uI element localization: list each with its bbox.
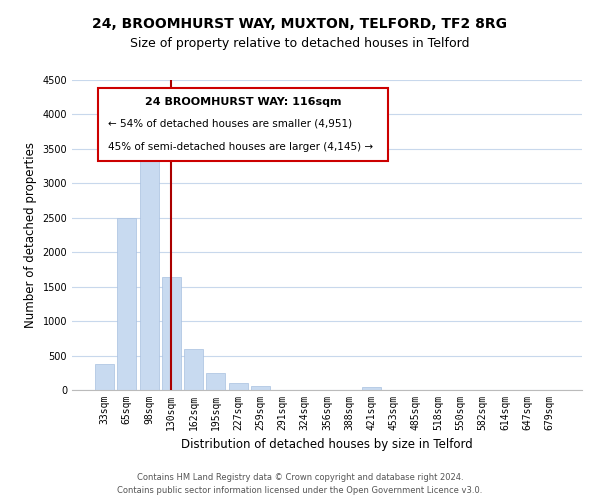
- Bar: [362, 387, 381, 390]
- Text: 24 BROOMHURST WAY: 116sqm: 24 BROOMHURST WAY: 116sqm: [145, 97, 341, 107]
- Bar: [140, 134, 158, 390]
- Bar: [206, 373, 225, 390]
- Bar: [229, 384, 248, 390]
- Text: ← 54% of detached houses are smaller (4,951): ← 54% of detached houses are smaller (4,…: [108, 118, 352, 128]
- Bar: [162, 277, 181, 390]
- Y-axis label: Number of detached properties: Number of detached properties: [24, 142, 37, 328]
- Bar: [118, 218, 136, 390]
- Text: Contains HM Land Registry data © Crown copyright and database right 2024.
Contai: Contains HM Land Registry data © Crown c…: [118, 474, 482, 495]
- Bar: [251, 386, 270, 390]
- Text: Size of property relative to detached houses in Telford: Size of property relative to detached ho…: [130, 38, 470, 51]
- Text: 24, BROOMHURST WAY, MUXTON, TELFORD, TF2 8RG: 24, BROOMHURST WAY, MUXTON, TELFORD, TF2…: [92, 18, 508, 32]
- FancyBboxPatch shape: [97, 88, 388, 160]
- Bar: [95, 364, 114, 390]
- X-axis label: Distribution of detached houses by size in Telford: Distribution of detached houses by size …: [181, 438, 473, 452]
- Text: 45% of semi-detached houses are larger (4,145) →: 45% of semi-detached houses are larger (…: [108, 142, 373, 152]
- Bar: [184, 348, 203, 390]
